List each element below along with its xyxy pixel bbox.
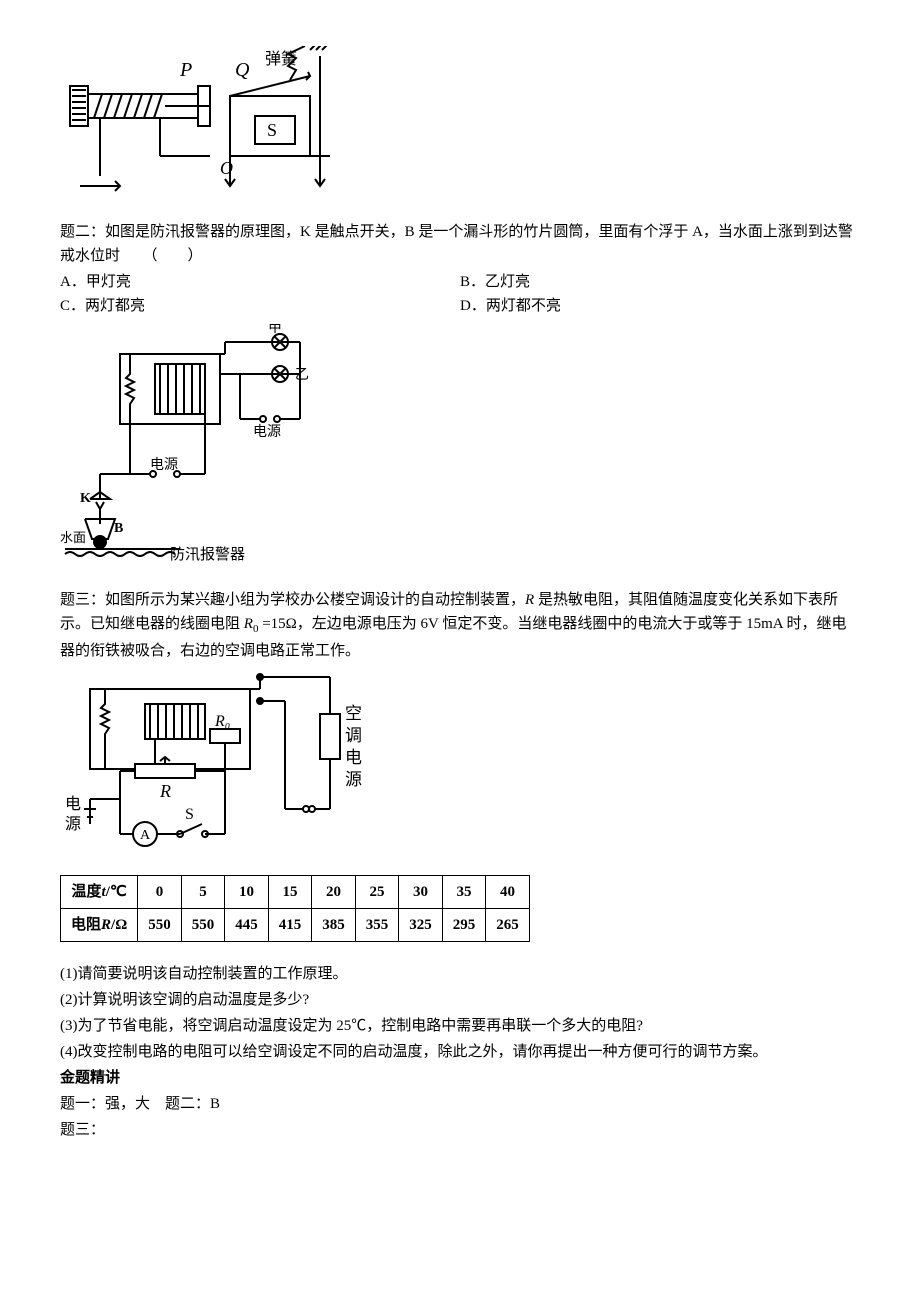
th-res-sym: R bbox=[101, 917, 111, 933]
fig2-svg: 甲 乙 电源 电源 K B 水面 防汛报警器 bbox=[60, 324, 360, 574]
r6: 325 bbox=[399, 908, 443, 941]
fig1-label-S: S bbox=[267, 120, 277, 140]
r5: 355 bbox=[355, 908, 399, 941]
t7: 35 bbox=[442, 875, 486, 908]
figure-q1: P Q 弹簧 O S bbox=[60, 46, 860, 214]
ans1b: 题二：B bbox=[165, 1096, 220, 1112]
fig3-label-kt1: 空 bbox=[345, 704, 362, 723]
th-temp-word: 温度 bbox=[72, 884, 102, 900]
th-res-word: 电阻 bbox=[71, 917, 101, 933]
r8: 265 bbox=[486, 908, 530, 941]
r2: 445 bbox=[225, 908, 269, 941]
fig1-label-O: O bbox=[220, 158, 233, 178]
fig3-label-R: R bbox=[159, 781, 171, 801]
ans1a: 题一：强，大 bbox=[60, 1096, 150, 1112]
t1: 5 bbox=[181, 875, 225, 908]
fig2-label-dianyuan: 电源 bbox=[253, 424, 281, 440]
fig3-label-S: S bbox=[185, 806, 194, 823]
q3-stem-R0: R bbox=[244, 616, 253, 632]
q2-opt-B: B．乙灯亮 bbox=[460, 270, 860, 294]
t0: 0 bbox=[138, 875, 182, 908]
fig3-label-kt4: 源 bbox=[345, 770, 362, 789]
q2-stem: 题二：如图是防汛报警器的原理图，K 是触点开关，B 是一个漏斗形的竹片圆筒，里面… bbox=[60, 220, 860, 268]
fig3-label-dy-l2: 源 bbox=[65, 815, 81, 833]
fig1-label-Q: Q bbox=[235, 59, 250, 81]
answers-line2: 题三： bbox=[60, 1118, 860, 1142]
q2-opt-D: D．两灯都不亮 bbox=[460, 294, 860, 318]
q3-table: 温度t/℃ 0 5 10 15 20 25 30 35 40 电阻R/Ω 550… bbox=[60, 875, 530, 942]
q3-sub1: (1)请简要说明该自动控制装置的工作原理。 bbox=[60, 962, 860, 986]
fig3-label-R0: R₀ bbox=[214, 713, 230, 730]
r3: 415 bbox=[268, 908, 312, 941]
fig3-label-A: A bbox=[140, 828, 151, 843]
q2-opt-C: C．两灯都亮 bbox=[60, 294, 460, 318]
t5: 25 bbox=[355, 875, 399, 908]
t3: 15 bbox=[268, 875, 312, 908]
fig2-caption: 防汛报警器 bbox=[170, 546, 245, 563]
q3-sub3: (3)为了节省电能，将空调启动温度设定为 25℃，控制电路中需要再串联一个多大的… bbox=[60, 1014, 860, 1038]
t4: 20 bbox=[312, 875, 356, 908]
r1: 550 bbox=[181, 908, 225, 941]
th-res-unit: /Ω bbox=[111, 917, 127, 933]
figure-q2: 甲 乙 电源 电源 K B 水面 防汛报警器 bbox=[60, 324, 860, 582]
table-row-header-temp: 温度t/℃ 0 5 10 15 20 25 30 35 40 bbox=[61, 875, 530, 908]
fig3-label-kt3: 电 bbox=[345, 748, 362, 767]
fig1-svg: P Q 弹簧 O S bbox=[60, 46, 340, 206]
q3-sub4: (4)改变控制电路的电阻可以给空调设定不同的启动温度，除此之外，请你再提出一种方… bbox=[60, 1040, 860, 1064]
fig1-label-spring: 弹簧 bbox=[265, 49, 297, 68]
t8: 40 bbox=[486, 875, 530, 908]
th-res: 电阻R/Ω bbox=[61, 908, 138, 941]
fig2-label-yi: 乙 bbox=[295, 367, 309, 383]
table-row-header-res: 电阻R/Ω 550 550 445 415 385 355 325 295 26… bbox=[61, 908, 530, 941]
fig3-label-dy-l: 电 bbox=[65, 795, 81, 813]
q3-stem-1: 题三：如图所示为某兴趣小组为学校办公楼空调设计的自动控制装置， bbox=[60, 592, 525, 608]
q2-opt-A: A．甲灯亮 bbox=[60, 270, 460, 294]
fig2-label-jia: 甲 bbox=[268, 324, 282, 336]
th-temp-unit: /℃ bbox=[106, 884, 127, 900]
fig2-label-K: K bbox=[80, 491, 91, 506]
th-temp: 温度t/℃ bbox=[61, 875, 138, 908]
fig2-label-B: B bbox=[114, 521, 123, 536]
answers-heading: 金题精讲 bbox=[60, 1066, 860, 1090]
fig3-label-kt2: 调 bbox=[345, 726, 362, 745]
fig2-label-shuimian: 水面 bbox=[60, 530, 86, 545]
q3-stem: 题三：如图所示为某兴趣小组为学校办公楼空调设计的自动控制装置，R 是热敏电阻，其… bbox=[60, 588, 860, 663]
fig2-label-dianyuan2: 电源 bbox=[150, 457, 178, 473]
r4: 385 bbox=[312, 908, 356, 941]
r7: 295 bbox=[442, 908, 486, 941]
answers-line1: 题一：强，大 题二：B bbox=[60, 1092, 860, 1116]
fig1-label-P: P bbox=[179, 59, 192, 81]
r0: 550 bbox=[138, 908, 182, 941]
figure-q3: R₀ R S A 电 源 空 调 电 源 bbox=[60, 669, 860, 867]
q2-options: A．甲灯亮 B．乙灯亮 C．两灯都亮 D．两灯都不亮 bbox=[60, 270, 860, 318]
t6: 30 bbox=[399, 875, 443, 908]
fig3-svg: R₀ R S A 电 源 空 调 电 源 bbox=[60, 669, 370, 859]
t2: 10 bbox=[225, 875, 269, 908]
q3-sub2: (2)计算说明该空调的启动温度是多少? bbox=[60, 988, 860, 1012]
q3-stem-R: R bbox=[525, 592, 534, 608]
